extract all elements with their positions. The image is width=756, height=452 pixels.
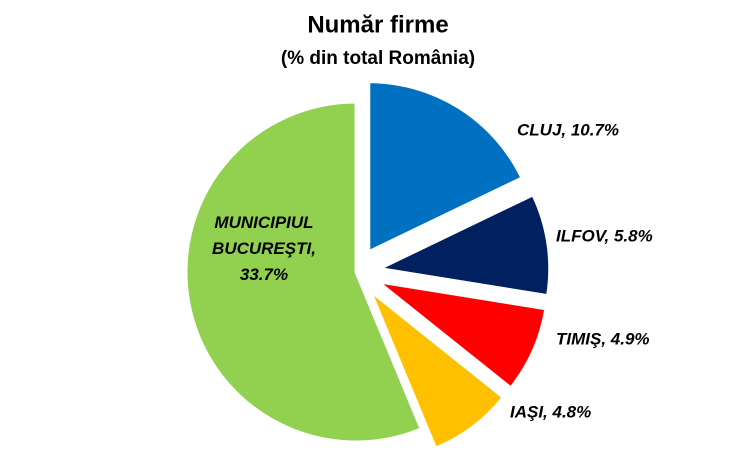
pie-slice	[367, 80, 524, 255]
pie-slice	[374, 192, 552, 298]
chart-subtitle: (% din total România)	[281, 48, 475, 69]
slice-label: ILFOV, 5.8%	[556, 226, 653, 245]
pie-slice	[372, 279, 548, 390]
slice-label: IAŞI, 4.8%	[510, 402, 591, 421]
pie-slice	[369, 290, 506, 451]
pie-slice	[184, 100, 424, 444]
slice-label: MUNICIPIUL BUCUREŞTI, 33.7%	[212, 213, 316, 284]
slice-label: CLUJ, 10.7%	[517, 120, 619, 139]
chart-title: Număr firme	[307, 11, 448, 38]
slice-label: TIMIŞ, 4.9%	[556, 329, 650, 348]
